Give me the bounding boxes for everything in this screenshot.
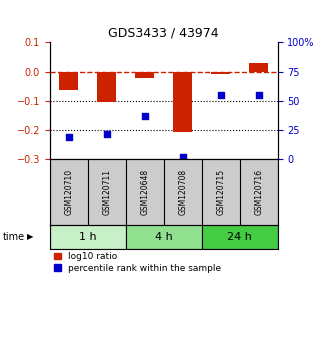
Bar <box>97 72 116 102</box>
Bar <box>126 225 202 249</box>
Text: GSM120711: GSM120711 <box>102 169 111 215</box>
Bar <box>135 72 154 78</box>
Bar <box>202 225 278 249</box>
Point <box>256 92 261 98</box>
Bar <box>173 72 192 132</box>
Title: GDS3433 / 43974: GDS3433 / 43974 <box>108 27 219 40</box>
Text: GSM120708: GSM120708 <box>178 169 187 215</box>
Text: GSM120716: GSM120716 <box>254 169 263 215</box>
Text: 4 h: 4 h <box>155 232 173 242</box>
Text: GSM120710: GSM120710 <box>64 169 73 215</box>
Point <box>142 113 147 119</box>
Bar <box>59 72 78 90</box>
Text: 1 h: 1 h <box>79 232 97 242</box>
Text: GSM120715: GSM120715 <box>216 169 225 215</box>
Legend: log10 ratio, percentile rank within the sample: log10 ratio, percentile rank within the … <box>54 252 221 273</box>
Text: 24 h: 24 h <box>227 232 252 242</box>
Text: time: time <box>3 232 25 242</box>
Point <box>218 92 223 98</box>
Bar <box>249 63 268 72</box>
Text: ▶: ▶ <box>27 232 34 241</box>
Bar <box>211 72 230 74</box>
Text: GSM120648: GSM120648 <box>140 169 149 215</box>
Point <box>66 134 71 140</box>
Bar <box>50 225 126 249</box>
Point <box>104 131 109 136</box>
Point <box>180 154 185 160</box>
